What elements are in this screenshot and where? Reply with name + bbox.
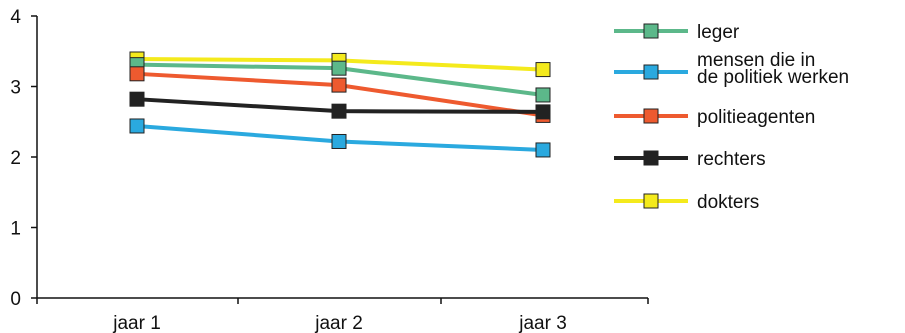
legend-swatch-marker [643,108,659,124]
y-tick-label: 0 [10,289,21,310]
x-ticks: jaar 1 jaar 2 jaar 3 [36,298,649,333]
y-tick-label: 1 [10,219,21,240]
data-point-mensen-die-in-de-politiek-werken [535,142,551,158]
legend-item-rechters: rechters [614,149,766,170]
series-markers [129,51,551,158]
legend-swatch-marker [643,64,659,80]
legend-label: rechters [697,149,766,170]
x-tick-label: jaar 2 [314,313,363,333]
legend-item-dokters: dokters [614,192,759,213]
legend-item-leger: leger [614,22,740,43]
legend-label: mensen die in [697,50,815,71]
data-point-rechters [331,103,347,119]
data-point-mensen-die-in-de-politiek-werken [129,118,145,134]
data-point-dokters [535,62,551,78]
data-point-mensen-die-in-de-politiek-werken [331,133,347,149]
x-tick-label: jaar 1 [112,313,161,333]
legend-swatch-marker [643,193,659,209]
y-tick-label: 4 [10,7,21,28]
data-point-politieagenten [331,77,347,93]
legend-label: politieagenten [697,107,815,128]
legend-label: leger [697,22,740,43]
data-point-politieagenten [129,66,145,82]
legend-label: de politiek werken [697,67,849,88]
data-point-leger [331,60,347,76]
legend-swatch-marker [643,150,659,166]
y-tick-label: 2 [10,148,21,169]
y-ticks: 0 1 2 3 4 [10,7,37,310]
x-tick-label: jaar 3 [518,313,567,333]
legend-item-politieagenten: politieagenten [614,107,815,128]
data-point-leger [535,87,551,103]
y-tick-label: 3 [10,78,21,99]
legend-label: dokters [697,192,759,213]
data-point-rechters [535,104,551,120]
data-point-rechters [129,91,145,107]
legend-swatch-marker [643,23,659,39]
